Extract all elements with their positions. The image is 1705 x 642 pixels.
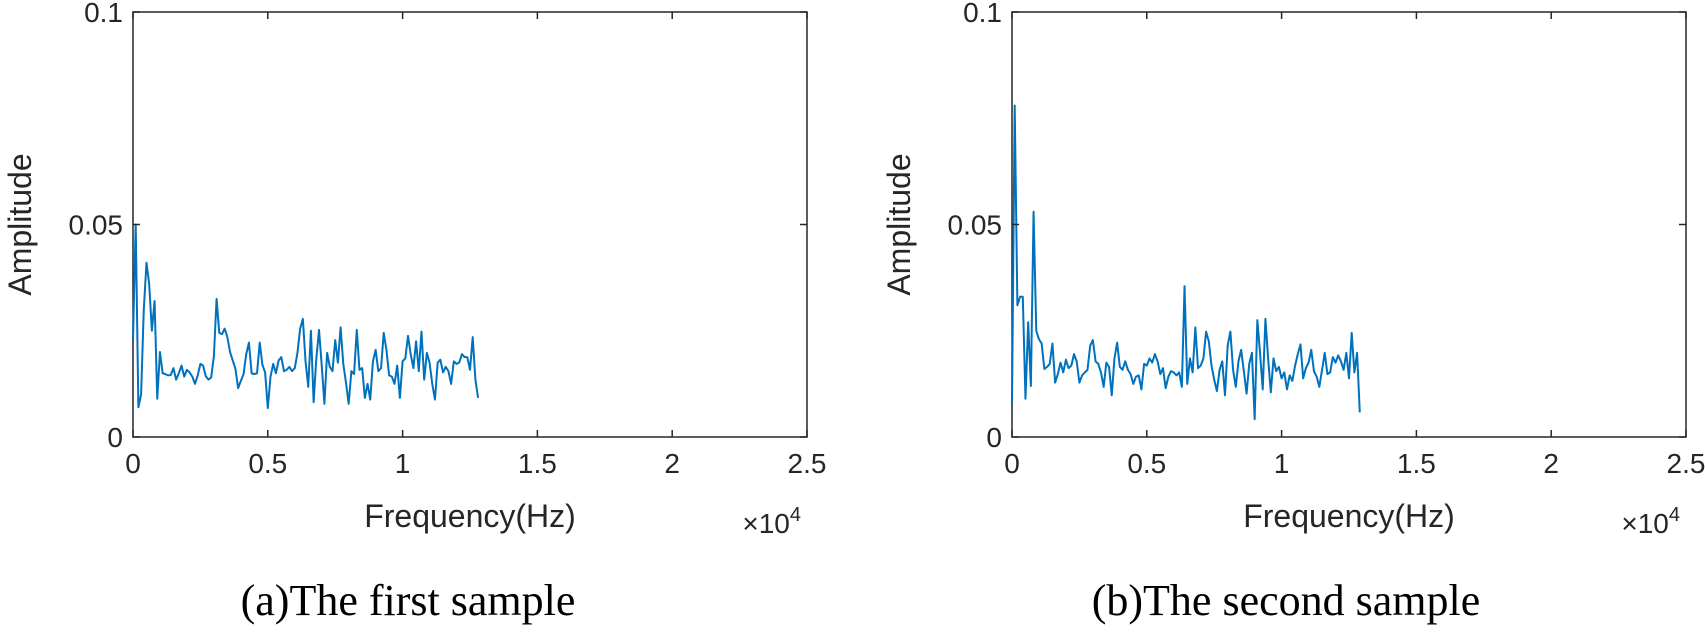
x-tick-label: 0.5 bbox=[1127, 448, 1166, 479]
y-tick-label: 0.05 bbox=[69, 210, 124, 241]
x-tick-label: 1.5 bbox=[1397, 448, 1436, 479]
subplot-a: 0 0.5 1 1.5 2 2.5 0 0.05 0.1 Frequency(Hz) Amplitu… bbox=[2, 0, 826, 625]
x-exponent-label: ×104 bbox=[1621, 504, 1680, 539]
y-axis-label: Amplitude bbox=[2, 153, 38, 295]
subplot-caption: (a)The first sample bbox=[241, 576, 576, 625]
subplot-b: 0 0.5 1 1.5 2 2.5 0 0.05 0.1 Frequency(Hz) Amplitu… bbox=[881, 0, 1705, 625]
x-tick-label: 1 bbox=[395, 448, 411, 479]
y-axis-label: Amplitude bbox=[881, 153, 917, 295]
x-tick-label: 2 bbox=[664, 448, 680, 479]
y-tick-label: 0.1 bbox=[84, 0, 123, 28]
x-axis-label: Frequency(Hz) bbox=[1243, 498, 1455, 534]
x-tick-label: 1 bbox=[1274, 448, 1290, 479]
series-line bbox=[1011, 104, 1361, 421]
x-tick-label: 0 bbox=[1004, 448, 1020, 479]
plot-frame bbox=[132, 11, 808, 438]
y-tick-label: 0.05 bbox=[948, 210, 1003, 241]
y-tick-label: 0 bbox=[107, 422, 123, 453]
x-tick-label: 0.5 bbox=[248, 448, 287, 479]
x-tick-label: 2.5 bbox=[1667, 448, 1705, 479]
x-tick-label: 0 bbox=[125, 448, 141, 479]
x-axis-label: Frequency(Hz) bbox=[364, 498, 576, 534]
x-tick-label: 2 bbox=[1543, 448, 1559, 479]
x-tick-label: 1.5 bbox=[518, 448, 557, 479]
x-exponent-label: ×104 bbox=[742, 504, 801, 539]
subplot-caption: (b)The second sample bbox=[1092, 576, 1481, 625]
y-tick-label: 0 bbox=[986, 422, 1002, 453]
y-tick-label: 0.1 bbox=[963, 0, 1002, 28]
x-tick-label: 2.5 bbox=[788, 448, 827, 479]
series-line bbox=[132, 223, 480, 410]
